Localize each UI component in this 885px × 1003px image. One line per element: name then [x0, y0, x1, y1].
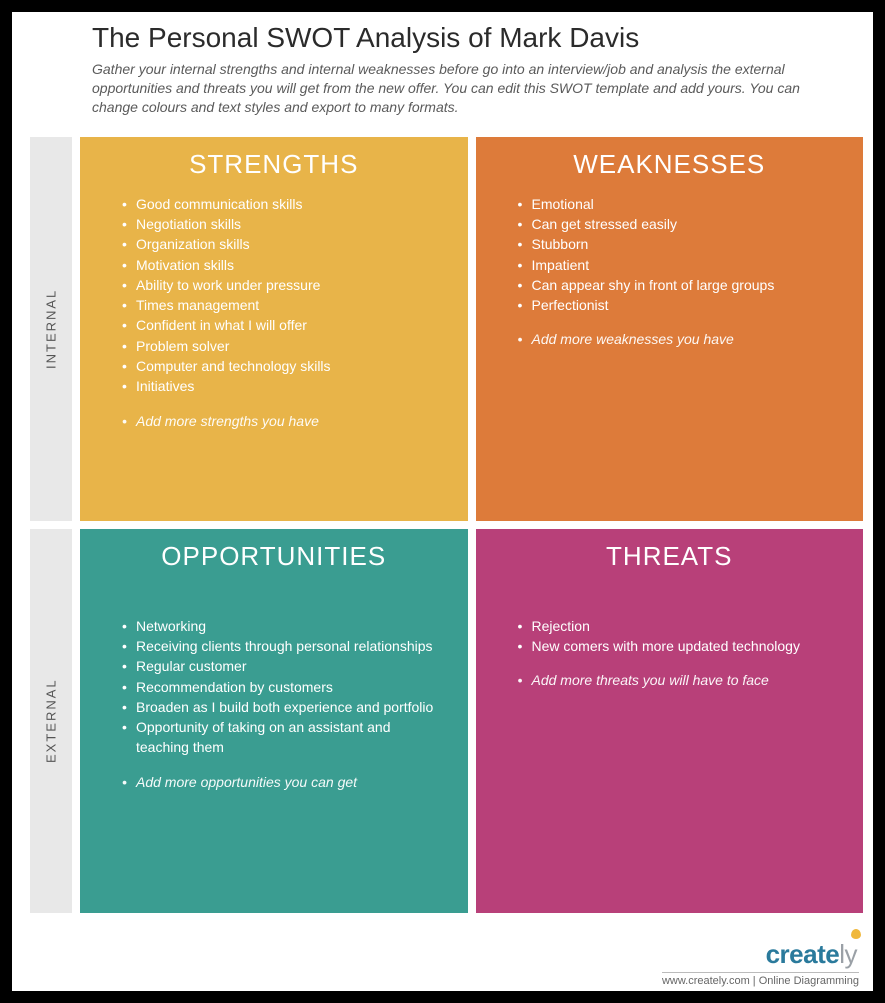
list-item: Problem solver [122, 336, 440, 356]
weaknesses-title: WEAKNESSES [494, 149, 846, 180]
list-item: Motivation skills [122, 255, 440, 275]
row-external: EXTERNAL OPPORTUNITIES NetworkingReceivi… [30, 529, 863, 913]
list-item: Good communication skills [122, 194, 440, 214]
quadrant-threats[interactable]: THREATS RejectionNew comers with more up… [476, 529, 864, 913]
footer: creately www.creately.com | Online Diagr… [662, 939, 859, 987]
list-item: Organization skills [122, 234, 440, 254]
list-item: Rejection [518, 616, 836, 636]
list-item: Can appear shy in front of large groups [518, 275, 836, 295]
list-item: Regular customer [122, 656, 440, 676]
brand-suffix: ly [839, 939, 857, 969]
list-item: Receiving clients through personal relat… [122, 636, 440, 656]
footer-line: www.creately.com | Online Diagramming [662, 972, 859, 987]
list-prompt: Add more weaknesses you have [518, 329, 836, 349]
list-item: Negotiation skills [122, 214, 440, 234]
list-item: Perfectionist [518, 295, 836, 315]
list-item: Can get stressed easily [518, 214, 836, 234]
bulb-icon [851, 929, 861, 939]
list-prompt: Add more threats you will have to face [518, 670, 836, 690]
threats-list: RejectionNew comers with more updated te… [494, 616, 846, 691]
list-item: Impatient [518, 255, 836, 275]
header: The Personal SWOT Analysis of Mark Davis… [12, 12, 873, 131]
list-item: Emotional [518, 194, 836, 214]
list-prompt: Add more opportunities you can get [122, 772, 440, 792]
list-item: Computer and technology skills [122, 356, 440, 376]
brand-main: create [766, 939, 840, 969]
list-prompt: Add more strengths you have [122, 411, 440, 431]
side-label-external: EXTERNAL [30, 529, 72, 913]
row-internal: INTERNAL STRENGTHS Good communication sk… [30, 137, 863, 521]
strengths-list: Good communication skillsNegotiation ski… [98, 194, 450, 431]
spacer [494, 586, 846, 616]
quadrant-opportunities[interactable]: OPPORTUNITIES NetworkingReceiving client… [80, 529, 468, 913]
quadrant-weaknesses[interactable]: WEAKNESSES EmotionalCan get stressed eas… [476, 137, 864, 521]
list-item: Confident in what I will offer [122, 315, 440, 335]
swot-grid: INTERNAL STRENGTHS Good communication sk… [12, 131, 873, 913]
list-item: Initiatives [122, 376, 440, 396]
weaknesses-list: EmotionalCan get stressed easilyStubborn… [494, 194, 846, 350]
opportunities-title: OPPORTUNITIES [98, 541, 450, 572]
list-item: Recommendation by customers [122, 677, 440, 697]
quadrant-strengths[interactable]: STRENGTHS Good communication skillsNegot… [80, 137, 468, 521]
list-item: Opportunity of taking on an assistant an… [122, 717, 440, 758]
opportunities-list: NetworkingReceiving clients through pers… [98, 616, 450, 792]
threats-title: THREATS [494, 541, 846, 572]
strengths-title: STRENGTHS [98, 149, 450, 180]
list-item: New comers with more updated technology [518, 636, 836, 656]
page-subtitle: Gather your internal strengths and inter… [92, 60, 803, 117]
page: The Personal SWOT Analysis of Mark Davis… [12, 12, 873, 991]
list-item: Times management [122, 295, 440, 315]
brand-logo: creately [766, 939, 859, 970]
list-item: Ability to work under pressure [122, 275, 440, 295]
side-label-internal: INTERNAL [30, 137, 72, 521]
page-title: The Personal SWOT Analysis of Mark Davis [92, 22, 803, 54]
list-item: Stubborn [518, 234, 836, 254]
list-item: Networking [122, 616, 440, 636]
spacer [98, 586, 450, 616]
list-item: Broaden as I build both experience and p… [122, 697, 440, 717]
